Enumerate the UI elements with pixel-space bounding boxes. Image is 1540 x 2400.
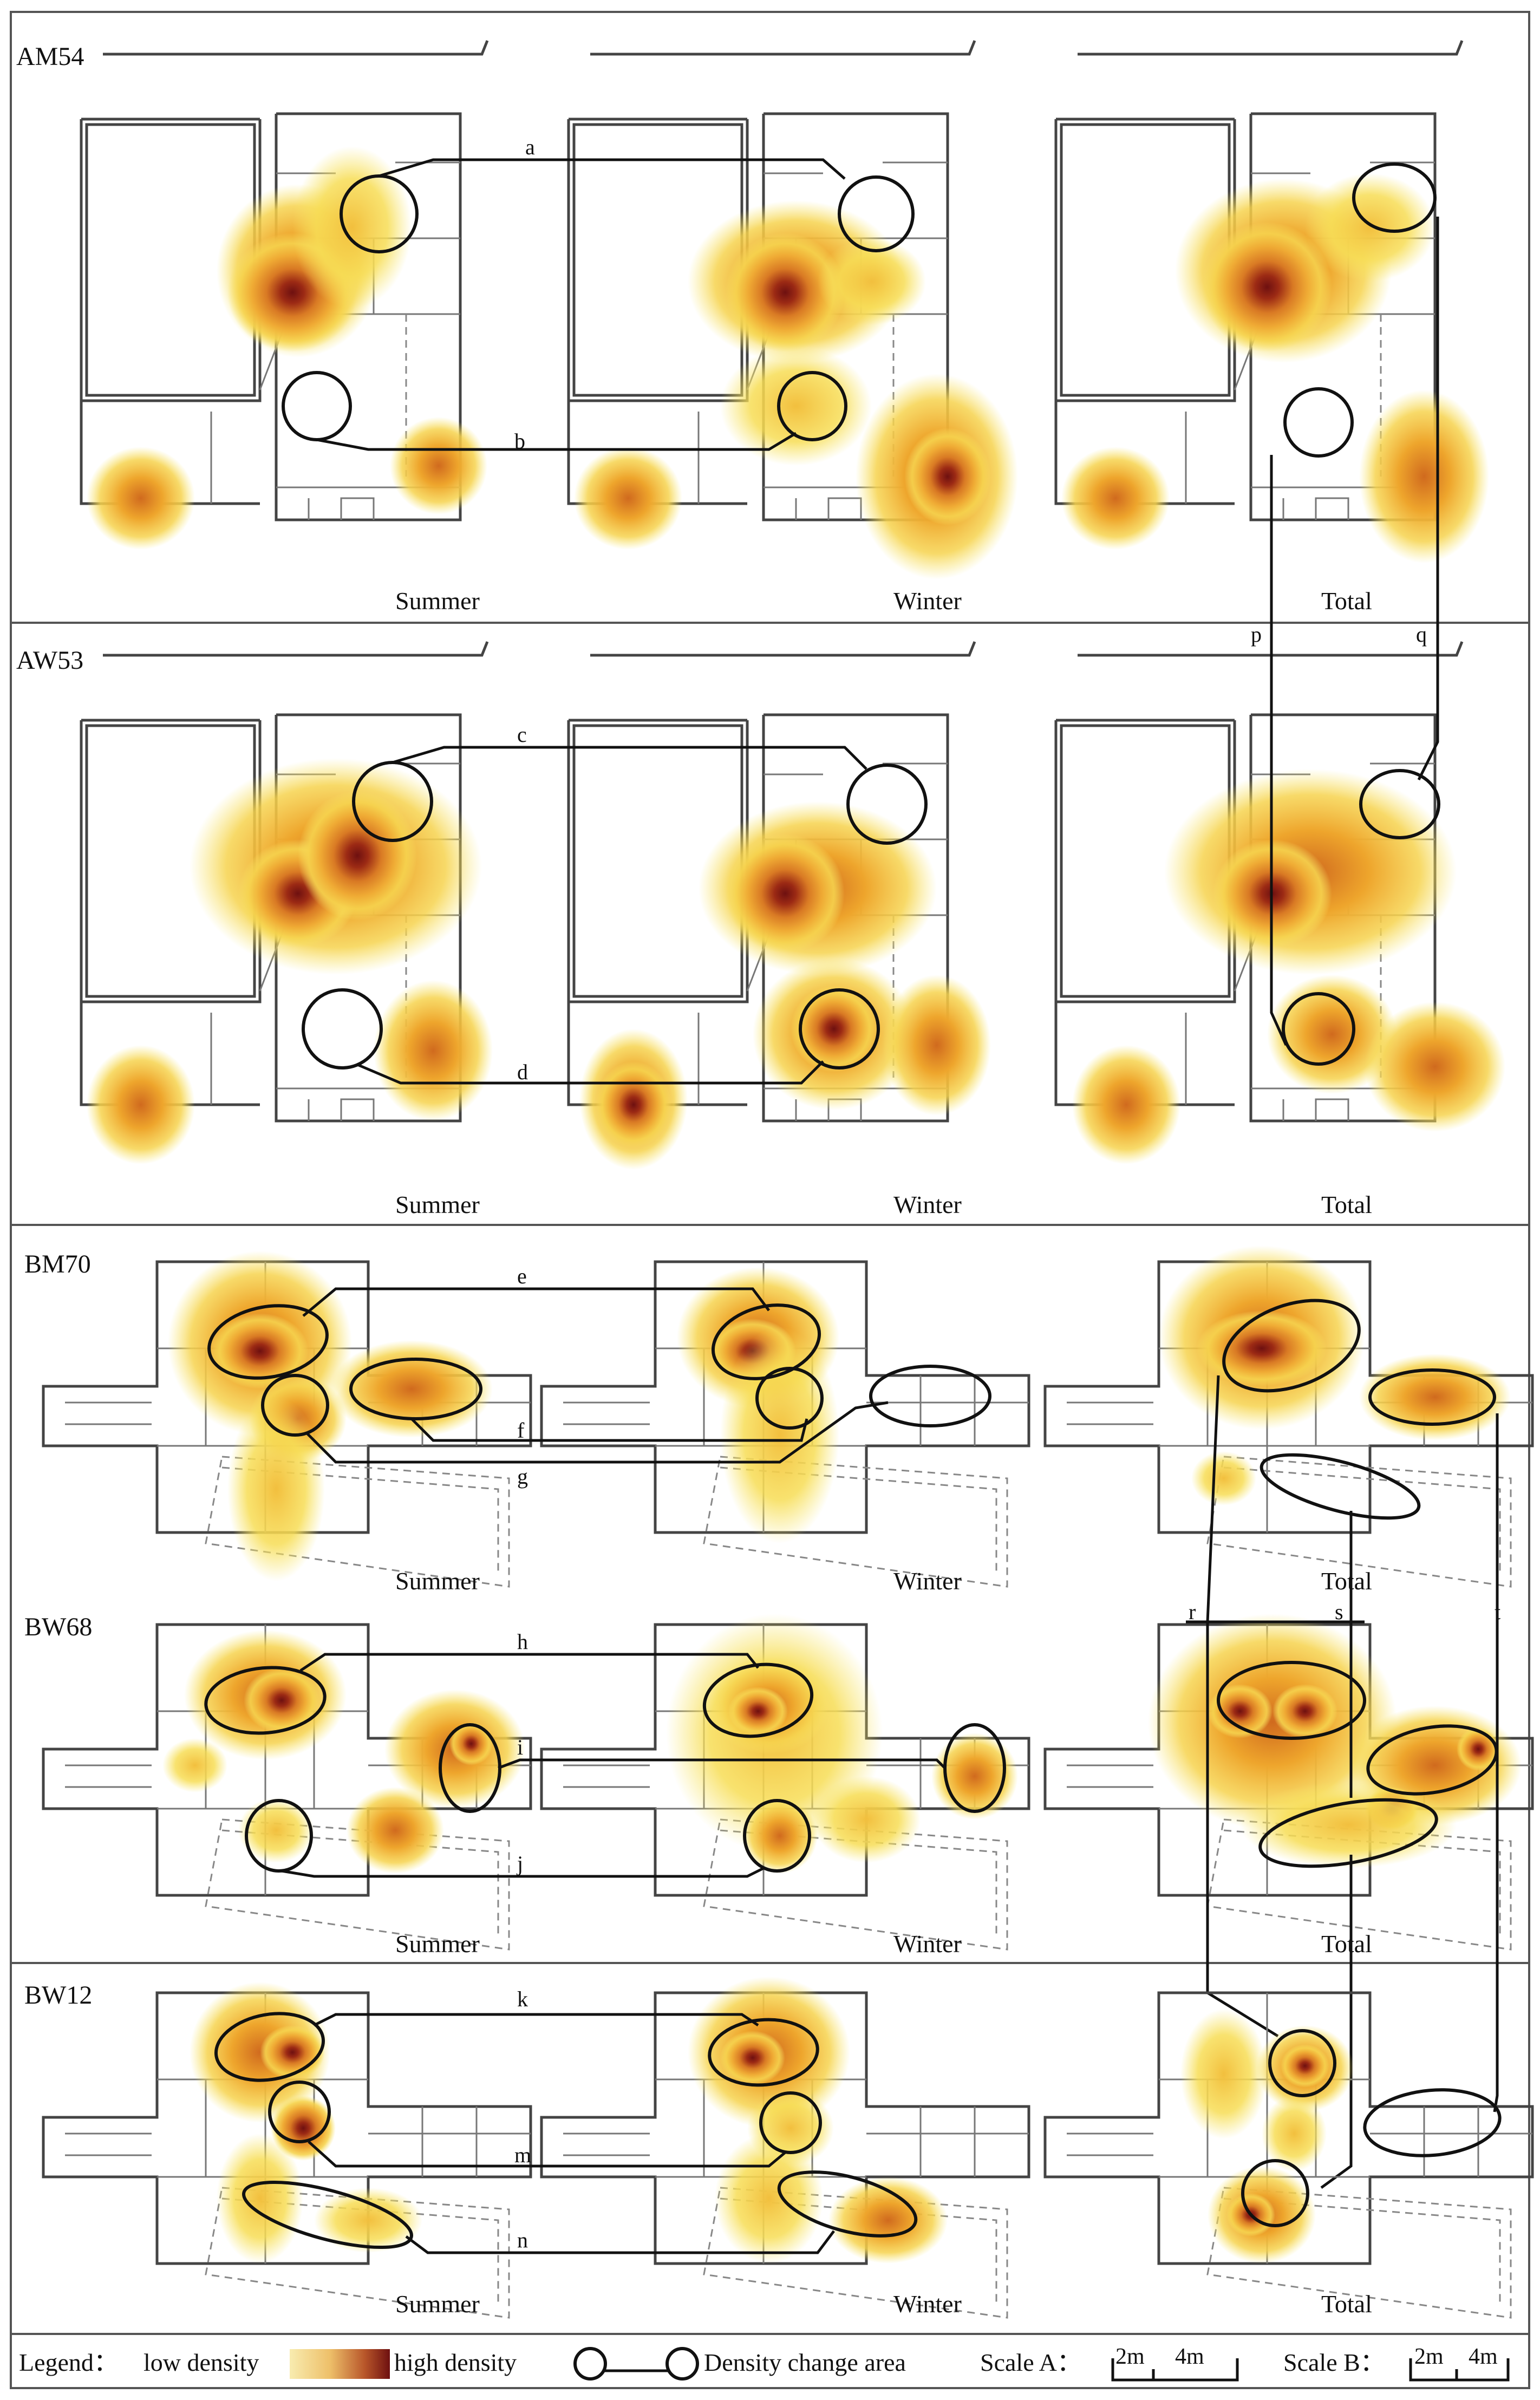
- legend-low: low density: [143, 2349, 259, 2376]
- svg-text:4m: 4m: [1469, 2344, 1498, 2369]
- link-label-e: e: [517, 1264, 527, 1288]
- plan-aw53-summer: [81, 642, 493, 1164]
- season-aw53-summer: Summer: [395, 1191, 480, 1218]
- plan-bm70-total: [1045, 1245, 1532, 1587]
- link-label-b: b: [514, 429, 525, 453]
- link-label-k: k: [517, 1987, 528, 2011]
- svg-text:2m: 2m: [1115, 2344, 1145, 2369]
- row-bw12: BW12: [24, 1977, 1532, 2318]
- link-label-a: a: [525, 135, 535, 159]
- season-bw12-total: Total: [1321, 2290, 1372, 2318]
- row-label-bw68: BW68: [24, 1613, 92, 1641]
- plan-aw53-winter: [569, 642, 991, 1170]
- legend-change-symbol: [575, 2349, 697, 2379]
- legend-title: Legend：: [19, 2349, 119, 2376]
- season-bw12-summer: Summer: [395, 2290, 480, 2318]
- season-bm70-total: Total: [1321, 1567, 1372, 1595]
- cross-label-t: t: [1495, 1600, 1500, 1624]
- link-label-i: i: [517, 1735, 523, 1759]
- link-label-d: d: [517, 1060, 528, 1084]
- season-am54-winter: Winter: [893, 587, 962, 615]
- link-label-f: f: [517, 1418, 525, 1443]
- legend-scale-b: Scale B：: [1283, 2349, 1385, 2376]
- season-aw53-winter: Winter: [893, 1191, 962, 1218]
- season-aw53-total: Total: [1321, 1191, 1372, 1218]
- legend-scale-a: Scale A：: [980, 2349, 1082, 2376]
- cross-label-r: r: [1189, 1600, 1196, 1624]
- link-label-m: m: [514, 2143, 531, 2167]
- legend-high: high density: [394, 2349, 517, 2376]
- season-am54-summer: Summer: [395, 587, 480, 615]
- plan-bw12-winter: [541, 1977, 1029, 2318]
- season-bw68-summer: Summer: [395, 1930, 480, 1958]
- plan-bw12-summer: [43, 1982, 531, 2318]
- season-bm70-winter: Winter: [893, 1567, 962, 1595]
- plan-bw68-winter: [541, 1614, 1029, 1949]
- cross-label-q: q: [1416, 622, 1427, 647]
- season-bw68-winter: Winter: [893, 1930, 962, 1958]
- season-am54-total: Total: [1321, 587, 1372, 615]
- plan-am54-winter: [569, 41, 1018, 579]
- svg-text:2m: 2m: [1414, 2344, 1444, 2369]
- row-bm70: BM70: [24, 1245, 1532, 1595]
- scale-bar-b: 2m 4m: [1411, 2344, 1508, 2380]
- scale-bar-a: 2m 4m: [1113, 2344, 1237, 2380]
- legend-gradient: [290, 2349, 390, 2379]
- plan-bw68-summer: [43, 1625, 531, 1949]
- season-bw68-total: Total: [1321, 1930, 1372, 1958]
- link-label-j: j: [516, 1851, 523, 1876]
- season-bm70-summer: Summer: [395, 1567, 480, 1595]
- legend: Legend： low density high density Density…: [19, 2344, 1508, 2380]
- row-label-am54: AM54: [16, 42, 84, 71]
- legend-change: Density change area: [704, 2349, 906, 2376]
- cross-label-p: p: [1251, 622, 1262, 647]
- plan-bw12-total: [1045, 1993, 1532, 2318]
- row-label-bm70: BM70: [24, 1250, 91, 1279]
- plan-bm70-summer: [43, 1251, 531, 1587]
- row-aw53: AW53: [16, 642, 1505, 1218]
- density-figure: AM54: [0, 0, 1540, 2400]
- link-label-n: n: [517, 2228, 528, 2252]
- row-label-bw12: BW12: [24, 1981, 92, 2010]
- link-label-g: g: [517, 1464, 528, 1489]
- cross-label-s: s: [1335, 1600, 1343, 1624]
- row-bw68: BW68: [24, 1613, 1532, 1958]
- row-am54: AM54: [16, 41, 1489, 615]
- link-label-c: c: [517, 722, 527, 747]
- link-label-h: h: [517, 1629, 528, 1654]
- season-bw12-winter: Winter: [893, 2290, 962, 2318]
- svg-text:4m: 4m: [1175, 2344, 1204, 2369]
- row-label-aw53: AW53: [16, 646, 83, 675]
- plan-am54-summer: [81, 41, 487, 550]
